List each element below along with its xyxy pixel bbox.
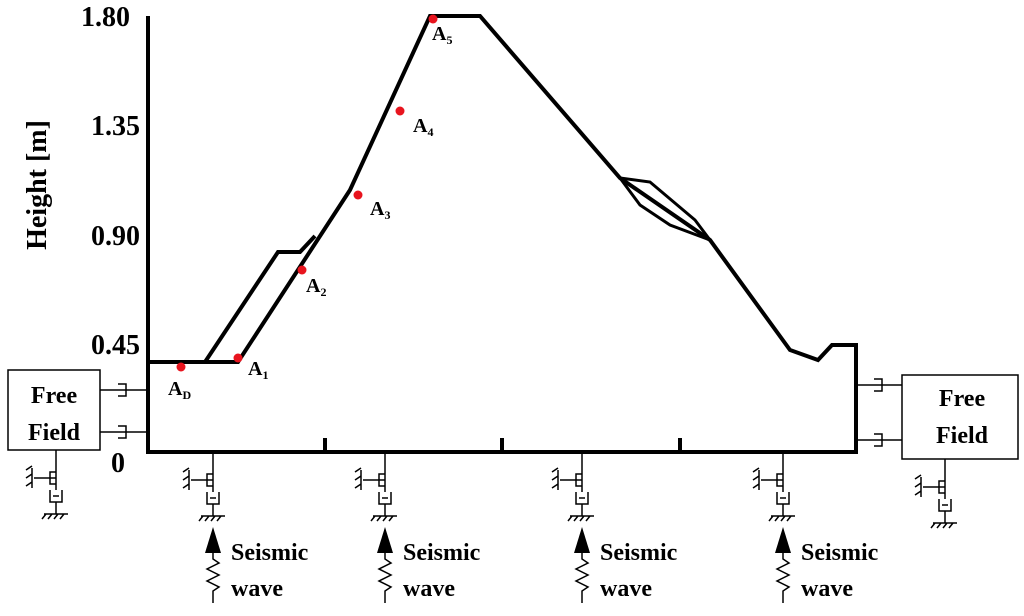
point-marker	[428, 14, 438, 24]
point-marker	[353, 190, 363, 200]
free-field: Free Field Free Field	[7, 369, 1019, 460]
point-subscript: 1	[262, 368, 268, 382]
point-marker	[395, 106, 405, 116]
wave-arrow	[775, 527, 791, 553]
support-link	[551, 452, 594, 522]
wave-spring	[377, 553, 393, 603]
support-link	[25, 450, 68, 520]
point-letter: A	[248, 358, 263, 380]
point-letter: A	[370, 198, 385, 220]
point-subscript: 5	[446, 33, 452, 47]
free-field-label: Field	[936, 423, 989, 449]
wave-arrow	[574, 527, 590, 553]
free-field-box	[901, 374, 1019, 460]
y-tick-label: 0	[111, 448, 125, 479]
slope-model	[146, 14, 858, 454]
point-subscript: 2	[320, 285, 326, 299]
free-field-label: Field	[28, 420, 81, 446]
support-link	[182, 452, 225, 522]
point-label: A2	[306, 275, 326, 299]
seismic-label: wave	[600, 576, 652, 602]
seismic-label: Seismic	[403, 540, 481, 566]
point-marker	[297, 265, 307, 275]
x-tick	[323, 438, 682, 452]
seismic-label: Seismic	[231, 540, 309, 566]
seismic-label: Seismic	[801, 540, 879, 566]
wave-spring	[205, 553, 221, 603]
point-label: A1	[248, 358, 268, 382]
y-tick-label: 0.45	[91, 330, 140, 361]
wave-spring	[775, 553, 791, 603]
support-link	[752, 452, 795, 522]
y-tick-label: 1.80	[81, 2, 130, 33]
seismic-label: wave	[231, 576, 283, 602]
y-ticks: 1.80 1.35 0.90 0.45 0	[81, 2, 140, 479]
point-label: A3	[370, 198, 390, 222]
wave-arrow	[377, 527, 393, 553]
point-marker	[176, 362, 186, 372]
y-tick-label: 1.35	[91, 111, 140, 142]
y-axis-label: Height [m]	[22, 120, 53, 250]
point-subscript: D	[182, 388, 191, 402]
wave-arrow	[205, 527, 221, 553]
free-field-label: Free	[939, 386, 986, 412]
point-subscript: 3	[384, 208, 390, 222]
point-letter: A	[413, 115, 428, 137]
seismic-label: wave	[403, 576, 455, 602]
point-letter: A	[168, 378, 183, 400]
point-letter: A	[432, 23, 447, 45]
point-marker	[233, 353, 243, 363]
slope-outline	[146, 14, 858, 454]
boundary-dampers	[100, 378, 902, 447]
support-link	[354, 452, 397, 522]
point-letter: A	[306, 275, 321, 297]
free-field-label: Free	[31, 383, 78, 409]
point-subscript: 4	[427, 125, 433, 139]
sliding-lens	[618, 176, 712, 242]
point-label: A5	[432, 23, 452, 47]
seismic-label: Seismic	[600, 540, 678, 566]
wave-spring	[574, 553, 590, 603]
support-link	[914, 459, 957, 529]
point-label: A4	[413, 115, 433, 139]
free-field-box	[7, 369, 101, 451]
point-label: AD	[168, 378, 191, 402]
supports: Seismic wave Seismic wave Seismic wave Seismic…	[25, 450, 957, 603]
surface-layer	[203, 234, 317, 364]
seismic-label: wave	[801, 576, 853, 602]
y-tick-label: 0.90	[91, 221, 140, 252]
